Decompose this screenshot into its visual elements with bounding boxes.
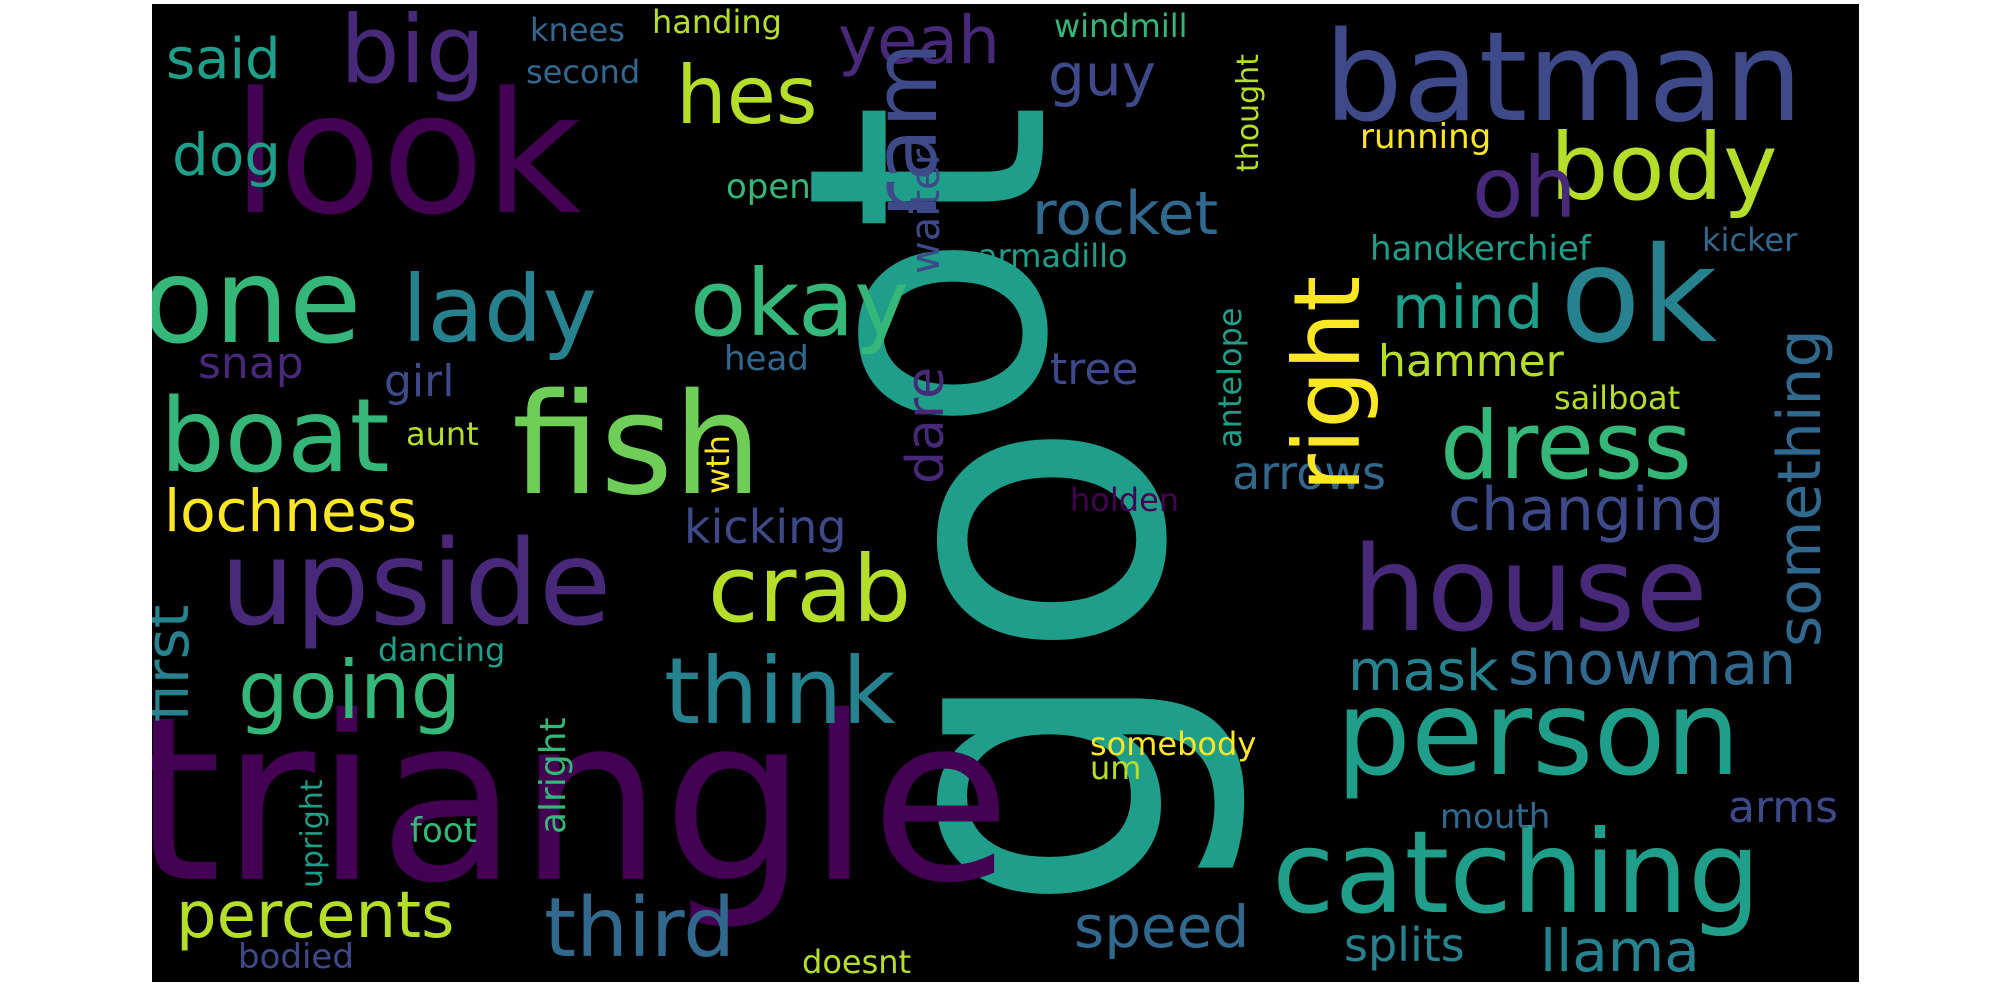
word-house: house <box>1352 520 1708 658</box>
word-somebody: somebody <box>1090 725 1257 763</box>
word-arms: arms <box>1728 782 1839 833</box>
word-holden: holden <box>1070 481 1180 519</box>
word-head: head <box>724 339 809 379</box>
word-going: going <box>238 644 462 737</box>
word-hes: hes <box>676 49 818 142</box>
word-right: right <box>1274 275 1381 492</box>
word-catching: catching <box>1272 806 1761 939</box>
word-one: one <box>152 232 362 370</box>
word-antelope: antelope <box>1211 307 1249 448</box>
word-wth: wth <box>699 435 737 494</box>
word-foot: foot <box>410 811 477 851</box>
word-ok: ok <box>1560 219 1718 373</box>
word-mind: mind <box>1392 273 1544 343</box>
word-llama: llama <box>1540 917 1700 982</box>
word-thought: thought <box>1231 54 1266 172</box>
word-triangle: triangle <box>152 667 1012 933</box>
word-okay: okay <box>690 250 909 357</box>
word-snap: snap <box>198 338 304 389</box>
word-look: look <box>232 56 582 252</box>
word-sailboat: sailboat <box>1554 379 1681 417</box>
word-second: second <box>526 53 641 91</box>
word-body: body <box>1550 114 1778 221</box>
word-dog: dog <box>172 121 282 189</box>
word-snowman: snowman <box>1508 629 1797 699</box>
word-aunt: aunt <box>406 415 479 453</box>
word-arrows: arrows <box>1232 446 1386 500</box>
word-waiter: waiter <box>903 148 949 274</box>
word-tree: tree <box>1050 344 1139 395</box>
word-dare: dare <box>896 366 956 484</box>
word-splits: splits <box>1344 918 1465 972</box>
word-lochness: lochness <box>164 477 418 545</box>
word-um: um <box>1090 749 1142 787</box>
word-bodied: bodied <box>238 937 354 977</box>
word-think: think <box>664 638 896 745</box>
word-handing: handing <box>652 4 782 41</box>
word-third: third <box>544 881 736 976</box>
word-doesnt: doesnt <box>802 943 912 981</box>
word-girl: girl <box>384 356 455 407</box>
word-changing: changing <box>1448 475 1725 545</box>
word-cloud: go ot look triangle one fish upside boat… <box>152 4 1859 982</box>
word-percents: percents <box>176 879 455 953</box>
word-upright: upright <box>295 779 330 888</box>
word-mouth: mouth <box>1440 797 1551 837</box>
word-kicker: kicker <box>1702 221 1798 259</box>
word-batman: batman <box>1324 6 1803 150</box>
word-mask: mask <box>1348 639 1499 704</box>
word-fish: fish <box>512 364 762 527</box>
word-person: person <box>1336 664 1741 802</box>
word-oh: oh <box>1472 139 1577 237</box>
word-dancing: dancing <box>378 631 506 669</box>
word-kicking: kicking <box>684 500 847 554</box>
word-alright: alright <box>533 717 574 834</box>
word-knees: knees <box>530 11 625 49</box>
word-guy: guy <box>1048 41 1156 109</box>
word-open: open <box>726 167 811 207</box>
word-handkerchief: handkerchief <box>1370 229 1591 269</box>
word-dress: dress <box>1440 392 1693 501</box>
word-first: first <box>152 604 203 722</box>
word-said: said <box>166 27 281 92</box>
word-rocket: rocket <box>1032 179 1219 249</box>
word-yeah: yeah <box>838 4 1000 79</box>
word-lady: lady <box>402 256 597 363</box>
word-speed: speed <box>1074 893 1250 961</box>
word-upside: upside <box>220 514 612 652</box>
word-running: running <box>1360 117 1492 157</box>
word-big: big <box>340 4 486 105</box>
word-hammer: hammer <box>1378 336 1564 387</box>
word-armadillo: armadillo <box>978 237 1128 275</box>
word-crab: crab <box>708 536 912 643</box>
word-something: something <box>1765 329 1835 647</box>
word-boat: boat <box>160 377 390 496</box>
word-windmill: windmill <box>1054 7 1188 45</box>
